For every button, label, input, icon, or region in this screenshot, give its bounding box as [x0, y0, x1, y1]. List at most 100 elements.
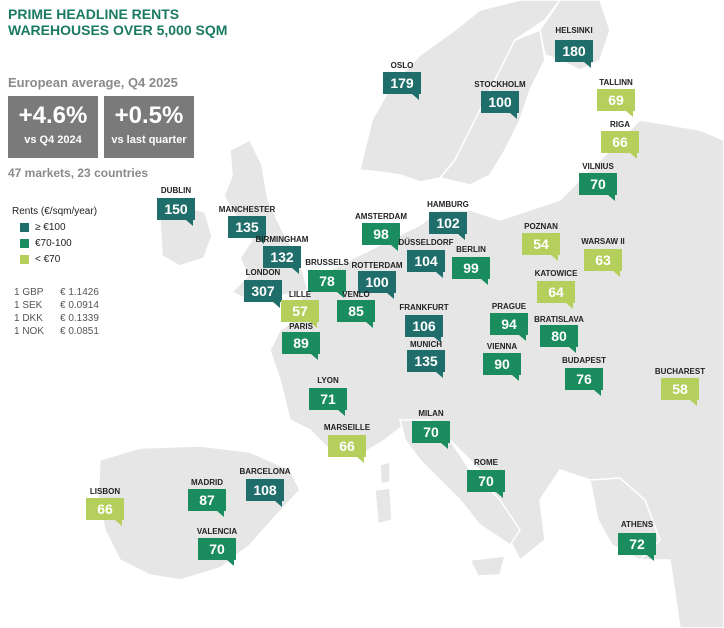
city-label-munich: MUNICH: [410, 340, 442, 349]
rent-marker-oslo: 179: [383, 72, 421, 100]
fx-currency: 1 DKK: [14, 313, 43, 324]
rent-marker-berlin: 99: [452, 257, 490, 285]
legend-label-high: ≥ €100: [35, 222, 66, 233]
markets-count: 47 markets, 23 countries: [8, 166, 149, 180]
city-label-helsinki: HELSINKI: [555, 26, 593, 35]
rent-marker-athens: 72: [618, 533, 656, 561]
italy-land: [399, 419, 521, 547]
city-label-athens: ATHENS: [620, 520, 654, 529]
city-label-prague: PRAGUE: [491, 302, 527, 311]
rent-marker-amsterdam: 98: [362, 223, 400, 251]
city-label-d-sseldorf: DÜSSELDORF: [398, 238, 454, 247]
city-label-lille: LILLE: [288, 290, 312, 299]
rent-marker-venlo: 85: [337, 300, 375, 328]
city-label-barcelona: BARCELONA: [239, 467, 291, 476]
city-label-budapest: BUDAPEST: [561, 356, 607, 365]
fx-rate: € 0.1339: [60, 313, 99, 324]
sardinia-land: [374, 487, 393, 525]
city-label-manchester: MANCHESTER: [218, 205, 276, 214]
rent-marker-lisbon: 66: [86, 498, 124, 526]
legend-title: Rents (€/sqm/year): [12, 206, 98, 217]
fx-row: 1 SEK € 0.0914: [14, 299, 99, 312]
rent-marker-brussels: 78: [308, 270, 346, 298]
rent-marker-warsaw-ii: 63: [584, 249, 622, 277]
rent-marker-london: 307: [244, 280, 282, 308]
fx-currency: 1 SEK: [14, 300, 43, 311]
kpi-yoy: +4.6% vs Q4 2024: [8, 96, 98, 158]
rent-marker-madrid: 87: [188, 489, 226, 517]
city-label-dublin: DUBLIN: [160, 186, 192, 195]
rent-marker-tallinn: 69: [597, 89, 635, 117]
city-label-milan: MILAN: [418, 409, 444, 418]
title-line-1: PRIME HEADLINE RENTS: [8, 6, 180, 22]
legend-swatch-mid: [20, 239, 29, 248]
average-label: European average, Q4 2025: [8, 75, 178, 90]
city-label-katowice: KATOWICE: [534, 269, 578, 278]
rent-marker-barcelona: 108: [246, 479, 284, 507]
city-label-warsaw-ii: WARSAW II: [581, 237, 625, 246]
sicily-land: [468, 555, 507, 577]
fx-rate: € 0.0914: [60, 300, 99, 311]
city-label-venlo: VENLO: [342, 290, 370, 299]
rent-marker-birmingham: 132: [263, 246, 301, 274]
rent-marker-lille: 57: [281, 300, 319, 328]
city-label-poznan: POZNAN: [524, 222, 558, 231]
legend-label-mid: €70-100: [35, 238, 72, 249]
rent-marker-paris: 89: [282, 332, 320, 360]
rent-marker-budapest: 76: [565, 368, 603, 396]
city-label-marseille: MARSEILLE: [323, 423, 371, 432]
rent-marker-d-sseldorf: 104: [407, 250, 445, 278]
rent-marker-lyon: 71: [309, 388, 347, 416]
fx-rate: € 0.0851: [60, 326, 99, 337]
city-label-bucharest: BUCHAREST: [654, 367, 706, 376]
city-label-vienna: VIENNA: [486, 342, 518, 351]
legend-item-low: < €70: [20, 254, 97, 265]
kpi-qoq-sub: vs last quarter: [111, 134, 187, 146]
legend-item-high: ≥ €100: [20, 222, 97, 233]
city-label-oslo: OSLO: [390, 61, 414, 70]
rent-marker-riga: 66: [601, 131, 639, 159]
rent-marker-vilnius: 70: [579, 173, 617, 201]
city-label-rome: ROME: [474, 458, 498, 467]
rent-marker-hamburg: 102: [429, 212, 467, 240]
fx-row: 1 DKK € 0.1339: [14, 312, 99, 325]
rent-marker-bratislava: 80: [540, 325, 578, 353]
city-label-madrid: MADRID: [191, 478, 223, 487]
city-label-riga: RIGA: [610, 120, 630, 129]
rent-marker-prague: 94: [490, 313, 528, 341]
fx-row: 1 GBP € 1.1426: [14, 286, 99, 299]
rent-marker-valencia: 70: [198, 538, 236, 566]
rent-marker-bucharest: 58: [661, 378, 699, 406]
city-label-amsterdam: AMSTERDAM: [355, 212, 407, 221]
fx-rates: 1 GBP € 1.1426 1 SEK € 0.0914 1 DKK € 0.133…: [14, 286, 99, 338]
rent-marker-helsinki: 180: [555, 40, 593, 68]
rent-marker-rome: 70: [467, 470, 505, 498]
city-label-paris: PARIS: [289, 322, 313, 331]
rent-marker-rotterdam: 100: [358, 271, 396, 299]
city-label-lisbon: LISBON: [89, 487, 121, 496]
city-label-hamburg: HAMBURG: [427, 200, 469, 209]
rent-marker-vienna: 90: [483, 353, 521, 381]
rent-marker-katowice: 64: [537, 281, 575, 309]
kpi-yoy-value: +4.6%: [18, 102, 88, 129]
legend-swatch-high: [20, 223, 29, 232]
city-label-rotterdam: ROTTERDAM: [351, 261, 403, 270]
city-label-stockholm: STOCKHOLM: [474, 80, 526, 89]
rent-marker-poznan: 54: [522, 233, 560, 261]
kpi-qoq-value: +0.5%: [114, 102, 184, 129]
city-label-birmingham: BIRMINGHAM: [255, 235, 309, 244]
fx-rate: € 1.1426: [60, 287, 99, 298]
city-label-bratislava: BRATISLAVA: [534, 315, 584, 324]
corsica-land: [379, 460, 391, 485]
kpi-yoy-sub: vs Q4 2024: [24, 134, 82, 146]
legend-swatch-low: [20, 255, 29, 264]
kpi-qoq: +0.5% vs last quarter: [104, 96, 194, 158]
legend: Rents (€/sqm/year) ≥ €100 €70-100 < €70: [12, 206, 97, 265]
city-label-tallinn: TALLINN: [599, 78, 633, 87]
city-label-brussels: BRUSSELS: [305, 258, 349, 267]
city-label-london: LONDON: [245, 268, 281, 277]
city-label-berlin: BERLIN: [456, 245, 486, 254]
map-title: PRIME HEADLINE RENTS WAREHOUSES OVER 5,0…: [8, 6, 227, 38]
rent-marker-marseille: 66: [328, 435, 366, 463]
rent-marker-manchester: 135: [228, 216, 266, 244]
